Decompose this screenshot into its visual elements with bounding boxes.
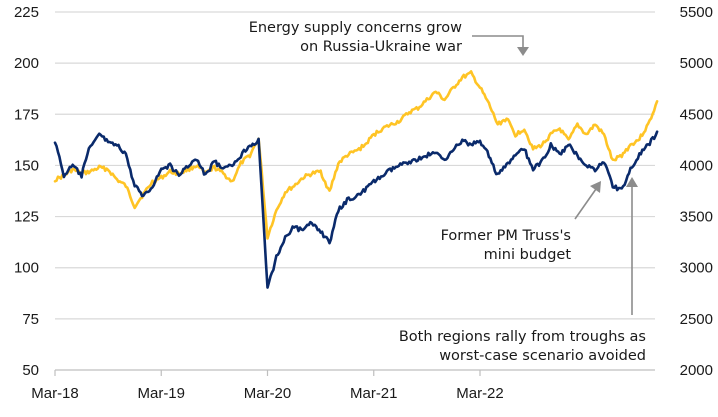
annotation-truss-arrow xyxy=(574,188,597,220)
right-tick-label: 2500 xyxy=(680,311,713,328)
annotation-rally: Both regions rally from troughs as worst… xyxy=(399,177,646,364)
left-tick-label: 125 xyxy=(14,209,39,226)
left-tick-label: 175 xyxy=(14,106,39,123)
annotation-energy-arrow xyxy=(472,35,524,48)
right-tick-label: 3000 xyxy=(680,260,713,277)
left-tick-label: 225 xyxy=(14,4,39,21)
left-tick-label: 200 xyxy=(14,55,39,72)
right-tick-label: 4500 xyxy=(680,106,713,123)
annotation-rally-line1: Both regions rally from troughs as xyxy=(399,329,646,345)
left-tick-label: 150 xyxy=(14,157,39,174)
right-tick-label: 2000 xyxy=(680,362,713,379)
arrow-up-icon xyxy=(626,177,638,187)
annotation-energy-line2: on Russia-Ukraine war xyxy=(300,39,462,55)
x-tick-label: Mar-20 xyxy=(244,385,292,402)
series-lines xyxy=(53,70,659,289)
right-tick-label: 4000 xyxy=(680,157,713,174)
arrow-down-icon xyxy=(517,47,529,56)
right-tick-label: 5000 xyxy=(680,55,713,72)
left-tick-label: 75 xyxy=(22,311,39,328)
annotation-energy-line1: Energy supply concerns grow xyxy=(249,20,462,36)
x-tick-label: Mar-22 xyxy=(456,385,504,402)
right-y-axis-ticks: 2000 2500 3000 3500 4000 4500 5000 5500 xyxy=(680,4,713,379)
series-line-1 xyxy=(53,70,659,240)
x-axis-ticks: Mar-18 Mar-19 Mar-20 Mar-21 Mar-22 xyxy=(31,370,504,402)
right-tick-label: 5500 xyxy=(680,4,713,21)
series-line-2 xyxy=(53,130,659,289)
left-tick-label: 100 xyxy=(14,260,39,277)
annotation-truss-line2: mini budget xyxy=(484,247,572,263)
right-tick-label: 3500 xyxy=(680,209,713,226)
annotation-truss-line1: Former PM Truss's xyxy=(441,228,571,244)
left-y-axis-ticks: 50 75 100 125 150 175 200 225 xyxy=(14,4,39,379)
gridlines xyxy=(55,11,655,371)
x-tick-label: Mar-18 xyxy=(31,385,79,402)
annotation-truss: Former PM Truss's mini budget xyxy=(441,181,601,263)
x-tick-label: Mar-21 xyxy=(350,385,398,402)
annotation-energy: Energy supply concerns grow on Russia-Uk… xyxy=(249,20,529,56)
x-tick-label: Mar-19 xyxy=(137,385,185,402)
arrow-up-right-icon xyxy=(590,181,601,193)
left-tick-label: 50 xyxy=(22,362,39,379)
annotation-rally-line2: worst-case scenario avoided xyxy=(439,348,646,364)
